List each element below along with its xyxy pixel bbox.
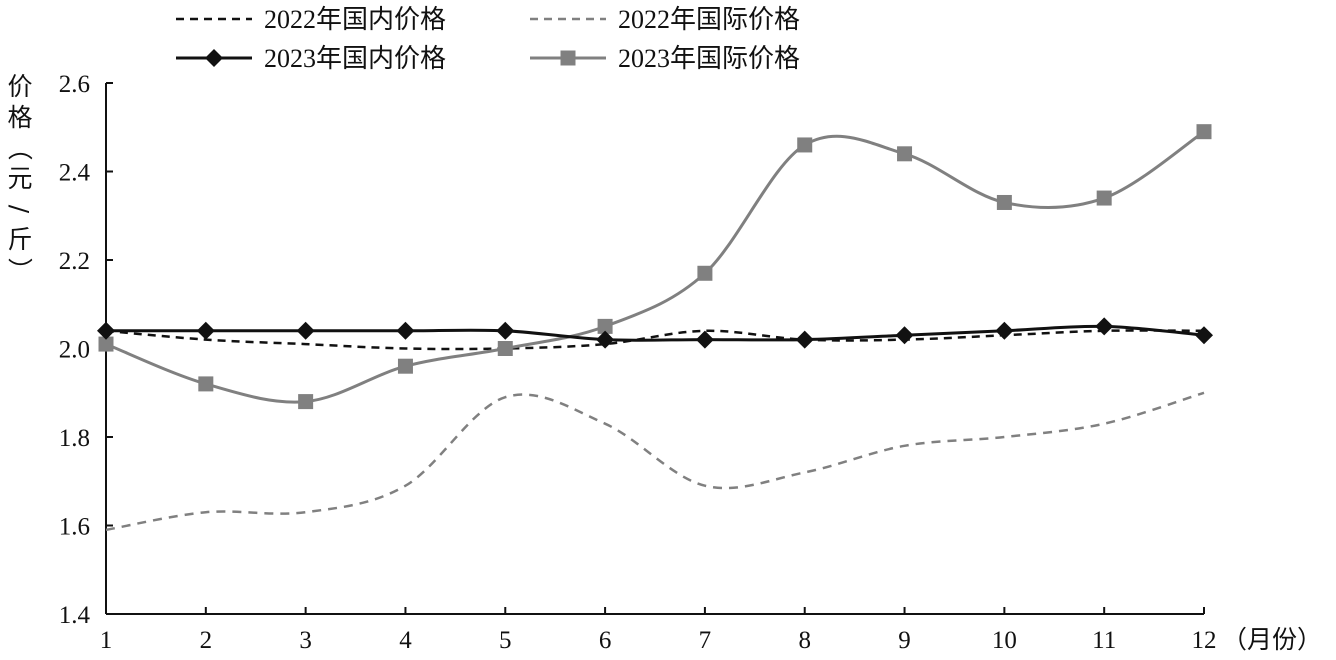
legend-item: 2022年国内价格 xyxy=(176,5,446,34)
y-axis-label-char: ） xyxy=(5,257,34,282)
y-axis-label-char: 价 xyxy=(7,72,32,101)
y-tick-label: 1.4 xyxy=(59,602,91,629)
data-point xyxy=(298,394,314,410)
legend-label: 2023年国际价格 xyxy=(618,44,800,73)
legend-label: 2022年国际价格 xyxy=(618,5,800,34)
y-axis-label-char: 斤 xyxy=(7,225,32,254)
y-tick-label: 2.0 xyxy=(59,337,90,364)
y-axis-label-char: （ xyxy=(5,135,34,160)
legend-label: 2022年国内价格 xyxy=(264,5,446,34)
data-point xyxy=(98,336,114,352)
x-tick-label: 3 xyxy=(299,627,312,654)
x-tick-label: 2 xyxy=(200,627,213,654)
legend-item: 2023年国际价格 xyxy=(530,44,800,73)
y-tick-label: 1.6 xyxy=(59,514,90,541)
series-layer xyxy=(97,124,1213,532)
data-point xyxy=(597,318,613,334)
y-axis-label: 价格 （ 元 / 斤 ） xyxy=(5,72,34,283)
series-3 xyxy=(97,317,1213,349)
data-point xyxy=(596,330,615,349)
y-tick-label: 2.4 xyxy=(59,160,91,187)
data-point xyxy=(897,146,913,162)
series-line xyxy=(106,324,1205,342)
data-point xyxy=(695,330,714,349)
data-point xyxy=(895,326,914,345)
data-point xyxy=(1196,124,1212,140)
data-point xyxy=(196,321,215,340)
data-point xyxy=(795,330,814,349)
data-point xyxy=(697,265,713,281)
y-tick-label: 2.6 xyxy=(59,71,90,98)
data-point xyxy=(496,321,515,340)
legend-item: 2023年国内价格 xyxy=(176,44,446,73)
y-axis-label-char: / xyxy=(5,205,34,214)
x-axis-unit-label: （月份） xyxy=(1222,626,1322,654)
data-point xyxy=(996,194,1012,210)
y-axis-label-char: 格 xyxy=(7,103,32,132)
x-tick-label: 8 xyxy=(798,627,811,654)
series-line xyxy=(105,391,1205,532)
data-point xyxy=(995,321,1014,340)
data-point xyxy=(1095,317,1114,336)
data-point xyxy=(97,321,115,340)
x-tick-label: 4 xyxy=(399,627,412,654)
x-tick-label: 5 xyxy=(499,627,512,654)
x-tick-label: 10 xyxy=(992,627,1017,654)
x-tick-label: 11 xyxy=(1092,627,1116,654)
data-point xyxy=(1195,326,1213,345)
data-point xyxy=(797,137,813,153)
data-point xyxy=(1096,190,1112,206)
series-line xyxy=(105,130,1205,404)
data-point xyxy=(396,321,415,340)
y-axis-label-char: 元 xyxy=(7,164,32,193)
data-point xyxy=(198,376,214,392)
legend-marker xyxy=(560,50,576,66)
x-tick-label: 9 xyxy=(898,627,911,654)
legend: 2022年国内价格 2022年国际价格 2023年国内价格 2023年国际价格 xyxy=(176,5,800,73)
axes: 1.41.61.82.02.22.42.61 2 3 4 5 6 7 8 9 10 11 12 xyxy=(59,71,1217,654)
series-2 xyxy=(105,391,1205,532)
legend-label: 2023年国内价格 xyxy=(264,44,446,73)
y-tick-label: 2.2 xyxy=(59,248,90,275)
legend-marker xyxy=(205,49,223,67)
series-4 xyxy=(98,124,1212,410)
legend-item: 2022年国际价格 xyxy=(530,5,800,34)
x-tick-label: 6 xyxy=(599,627,612,654)
x-tick-label: 1 xyxy=(100,627,113,654)
x-tick-label: 7 xyxy=(699,627,712,654)
data-point xyxy=(397,358,413,374)
x-tick-label: 12 xyxy=(1192,627,1217,654)
y-tick-label: 1.8 xyxy=(59,425,90,452)
data-point xyxy=(296,321,315,340)
data-point xyxy=(497,341,513,356)
